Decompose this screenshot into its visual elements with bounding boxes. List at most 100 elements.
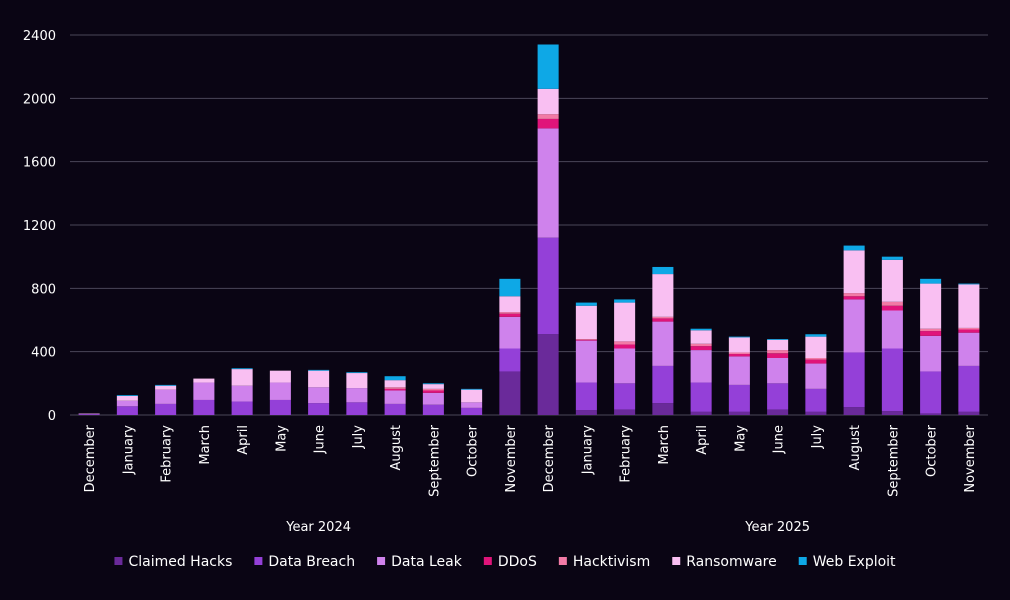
- y-tick-label: 1200: [23, 219, 56, 234]
- bar-segment: [958, 283, 980, 285]
- bar-segment: [767, 383, 789, 410]
- y-tick-label: 800: [31, 282, 56, 297]
- bar-segment: [116, 406, 138, 415]
- bar-segment: [422, 384, 444, 389]
- bars: [78, 44, 980, 415]
- x-tick-label: February: [619, 425, 634, 483]
- y-tick-label: 400: [31, 346, 56, 361]
- bar-segment: [422, 404, 444, 415]
- legend-label: Hacktivism: [573, 554, 650, 570]
- x-tick-label: February: [160, 425, 175, 483]
- bar-segment: [346, 388, 368, 403]
- bar-segment: [920, 335, 942, 372]
- bar-segment: [843, 352, 865, 408]
- x-tick-label: November: [963, 424, 978, 492]
- bar-segment: [881, 348, 903, 412]
- bar-segment: [958, 365, 980, 412]
- bar-segment: [690, 411, 712, 415]
- bar-segment: [384, 403, 406, 415]
- y-tick-label: 1600: [23, 156, 56, 171]
- bar-segment: [461, 389, 483, 403]
- bar-segment: [537, 114, 559, 119]
- bar-segment: [308, 403, 330, 415]
- bar-segment: [652, 365, 674, 404]
- bar-segment: [231, 401, 253, 415]
- bar-segment: [767, 353, 789, 358]
- bar-segment: [575, 410, 597, 415]
- bar-segment: [575, 305, 597, 339]
- x-tick-label: October: [466, 424, 481, 477]
- bar-segment: [958, 284, 980, 328]
- bar-segment: [422, 392, 444, 405]
- bar-segment: [499, 312, 521, 314]
- bar-segment: [575, 339, 597, 341]
- bar-segment: [461, 402, 483, 408]
- bar-segment: [78, 414, 100, 415]
- x-tick-label: March: [657, 425, 672, 465]
- y-tick-label: 2000: [23, 92, 56, 107]
- bar-segment: [155, 403, 177, 415]
- bar-segment: [652, 266, 674, 275]
- bar-segment: [384, 387, 406, 389]
- bar-segment: [537, 44, 559, 89]
- x-tick-label: January: [580, 425, 595, 476]
- bar-segment: [690, 350, 712, 383]
- bar-segment: [614, 383, 636, 410]
- legend-label: Data Leak: [391, 554, 463, 570]
- bar-segment: [690, 343, 712, 347]
- x-group-label: Year 2025: [744, 520, 810, 535]
- bar-segment: [767, 350, 789, 354]
- legend-swatch: [558, 557, 567, 565]
- bar-segment: [537, 128, 559, 238]
- bar-segment: [881, 310, 903, 349]
- bar-segment: [308, 369, 330, 371]
- bar-segment: [384, 380, 406, 388]
- x-axis-groups: Year 2024 Year 2025: [285, 520, 810, 535]
- legend: Claimed Hacks Data Breach Data Leak DDoS Hac…: [114, 554, 896, 570]
- bar-segment: [422, 388, 444, 391]
- bar-segment: [881, 259, 903, 302]
- bar-segment: [193, 399, 215, 415]
- bar-segment: [728, 337, 750, 353]
- bar-segment: [728, 354, 750, 357]
- bar-segment: [920, 328, 942, 332]
- bar-segment: [767, 409, 789, 415]
- bar-segment: [958, 411, 980, 415]
- bar-segment: [728, 356, 750, 385]
- legend-label: Data Breach: [268, 554, 355, 570]
- bar-segment: [843, 299, 865, 353]
- bar-segment: [231, 385, 253, 402]
- bar-segment: [155, 385, 177, 390]
- x-axis-ticks: December January February March April May June…: [83, 424, 978, 497]
- x-tick-label: May: [274, 425, 289, 452]
- x-tick-label: July: [351, 425, 366, 450]
- bar-segment: [346, 372, 368, 374]
- x-tick-label: September: [886, 424, 901, 497]
- bar-segment: [728, 336, 750, 338]
- bar-segment: [881, 305, 903, 311]
- bar-segment: [805, 363, 827, 389]
- x-tick-label: April: [695, 425, 710, 455]
- bar-segment: [116, 396, 138, 401]
- legend-label: DDoS: [498, 554, 537, 570]
- bar-segment: [269, 370, 291, 383]
- bar-segment: [728, 411, 750, 415]
- x-tick-label: October: [925, 424, 940, 477]
- bar-segment: [575, 340, 597, 383]
- bar-segment: [499, 348, 521, 372]
- bar-segment: [155, 384, 177, 386]
- bar-segment: [920, 413, 942, 415]
- bar-segment: [193, 378, 215, 383]
- bar-segment: [690, 346, 712, 351]
- legend-swatch: [483, 557, 492, 565]
- bar-segment: [805, 411, 827, 415]
- bar-segment: [537, 88, 559, 115]
- x-tick-label: November: [504, 424, 519, 492]
- bar-segment: [958, 329, 980, 333]
- legend-swatch: [254, 557, 263, 565]
- bar-segment: [881, 301, 903, 306]
- bar-segment: [193, 382, 215, 400]
- bar-segment: [652, 318, 674, 322]
- x-tick-label: April: [236, 425, 251, 455]
- bar-segment: [843, 293, 865, 297]
